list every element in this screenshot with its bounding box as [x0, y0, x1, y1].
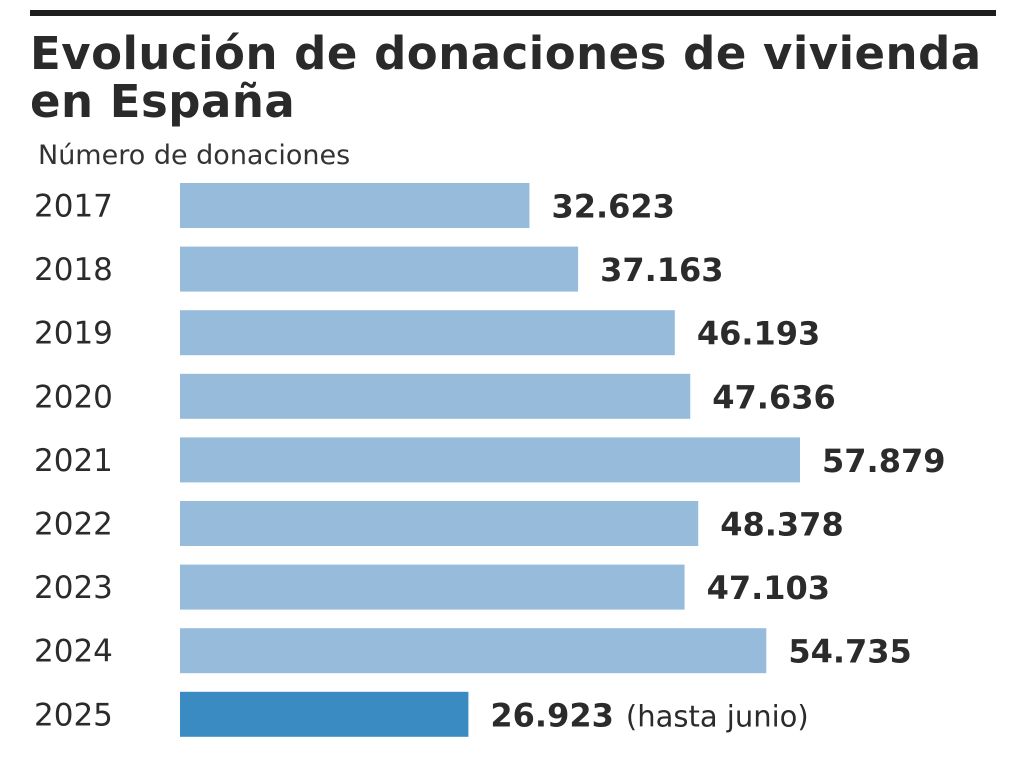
value-label-2018: 37.163 — [600, 251, 723, 289]
year-label-2018: 2018 — [34, 252, 113, 288]
chart-title: Evolución de donaciones de vivienda en E… — [30, 27, 982, 128]
bar-2017 — [180, 183, 530, 228]
value-label-2019: 46.193 — [697, 315, 820, 353]
value-label-2020: 47.636 — [712, 378, 835, 416]
year-label-2017: 2017 — [34, 189, 113, 225]
year-label-2025: 2025 — [34, 697, 113, 733]
bar-2018 — [180, 246, 579, 292]
year-label-2020: 2020 — [34, 379, 113, 415]
year-label-2019: 2019 — [34, 316, 113, 352]
bar-2025 — [180, 691, 469, 737]
bar-2022 — [180, 501, 699, 546]
year-label-2021: 2021 — [34, 443, 113, 479]
top-rule — [30, 10, 996, 16]
chart-subtitle: Número de donaciones — [38, 140, 351, 171]
value-label-2024: 54.735 — [788, 633, 911, 671]
value-label-2017: 32.623 — [551, 188, 674, 226]
bar-2024 — [180, 628, 767, 674]
bar-2023 — [180, 564, 685, 610]
year-label-2024: 2024 — [34, 634, 113, 670]
value-label-2025: 26.923 — [490, 696, 613, 734]
bar-2019 — [180, 310, 675, 356]
year-label-2023: 2023 — [34, 570, 113, 606]
value-label-2023: 47.103 — [707, 569, 830, 607]
year-label-2022: 2022 — [34, 507, 113, 543]
value-label-2022: 48.378 — [720, 506, 843, 544]
bar-2021 — [180, 437, 800, 483]
annotation-2025: (hasta junio) — [626, 699, 809, 733]
value-label-2021: 57.879 — [822, 442, 945, 480]
bar-2020 — [180, 373, 691, 419]
